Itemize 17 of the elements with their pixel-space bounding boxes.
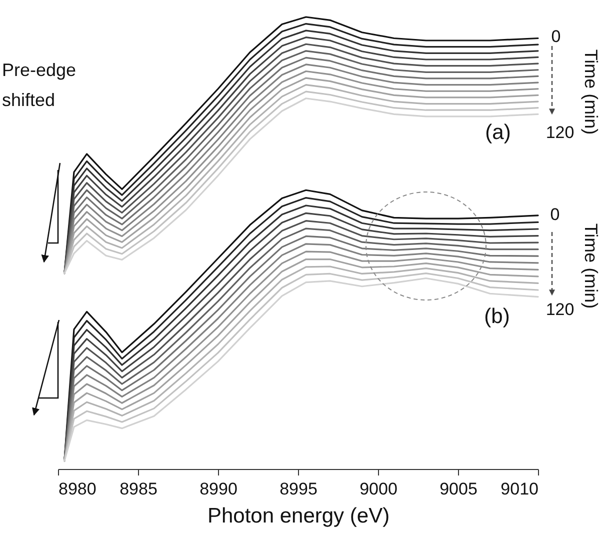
x-tick-label: 9005 <box>440 480 478 498</box>
x-tick-label: 8980 <box>58 480 96 498</box>
x-tick-label: 9010 <box>500 480 538 498</box>
text: Time (min) <box>581 49 600 135</box>
text: Time (min) <box>581 223 600 309</box>
text: 0 <box>551 27 561 46</box>
annotation: (a) <box>485 121 511 144</box>
x-tick-label: 8990 <box>200 480 238 498</box>
text: 120 <box>546 300 574 319</box>
text: 0 <box>550 205 560 224</box>
x-tick-label: 9000 <box>360 480 398 498</box>
x-tick-label: 8995 <box>280 480 318 498</box>
annotation: (b) <box>484 305 510 328</box>
x-axis-title: Photon energy (eV) <box>207 504 390 528</box>
annotation: Pre-edge shifted <box>2 60 76 110</box>
x-tick-label: 8985 <box>120 480 158 498</box>
text: 120 <box>546 123 574 142</box>
